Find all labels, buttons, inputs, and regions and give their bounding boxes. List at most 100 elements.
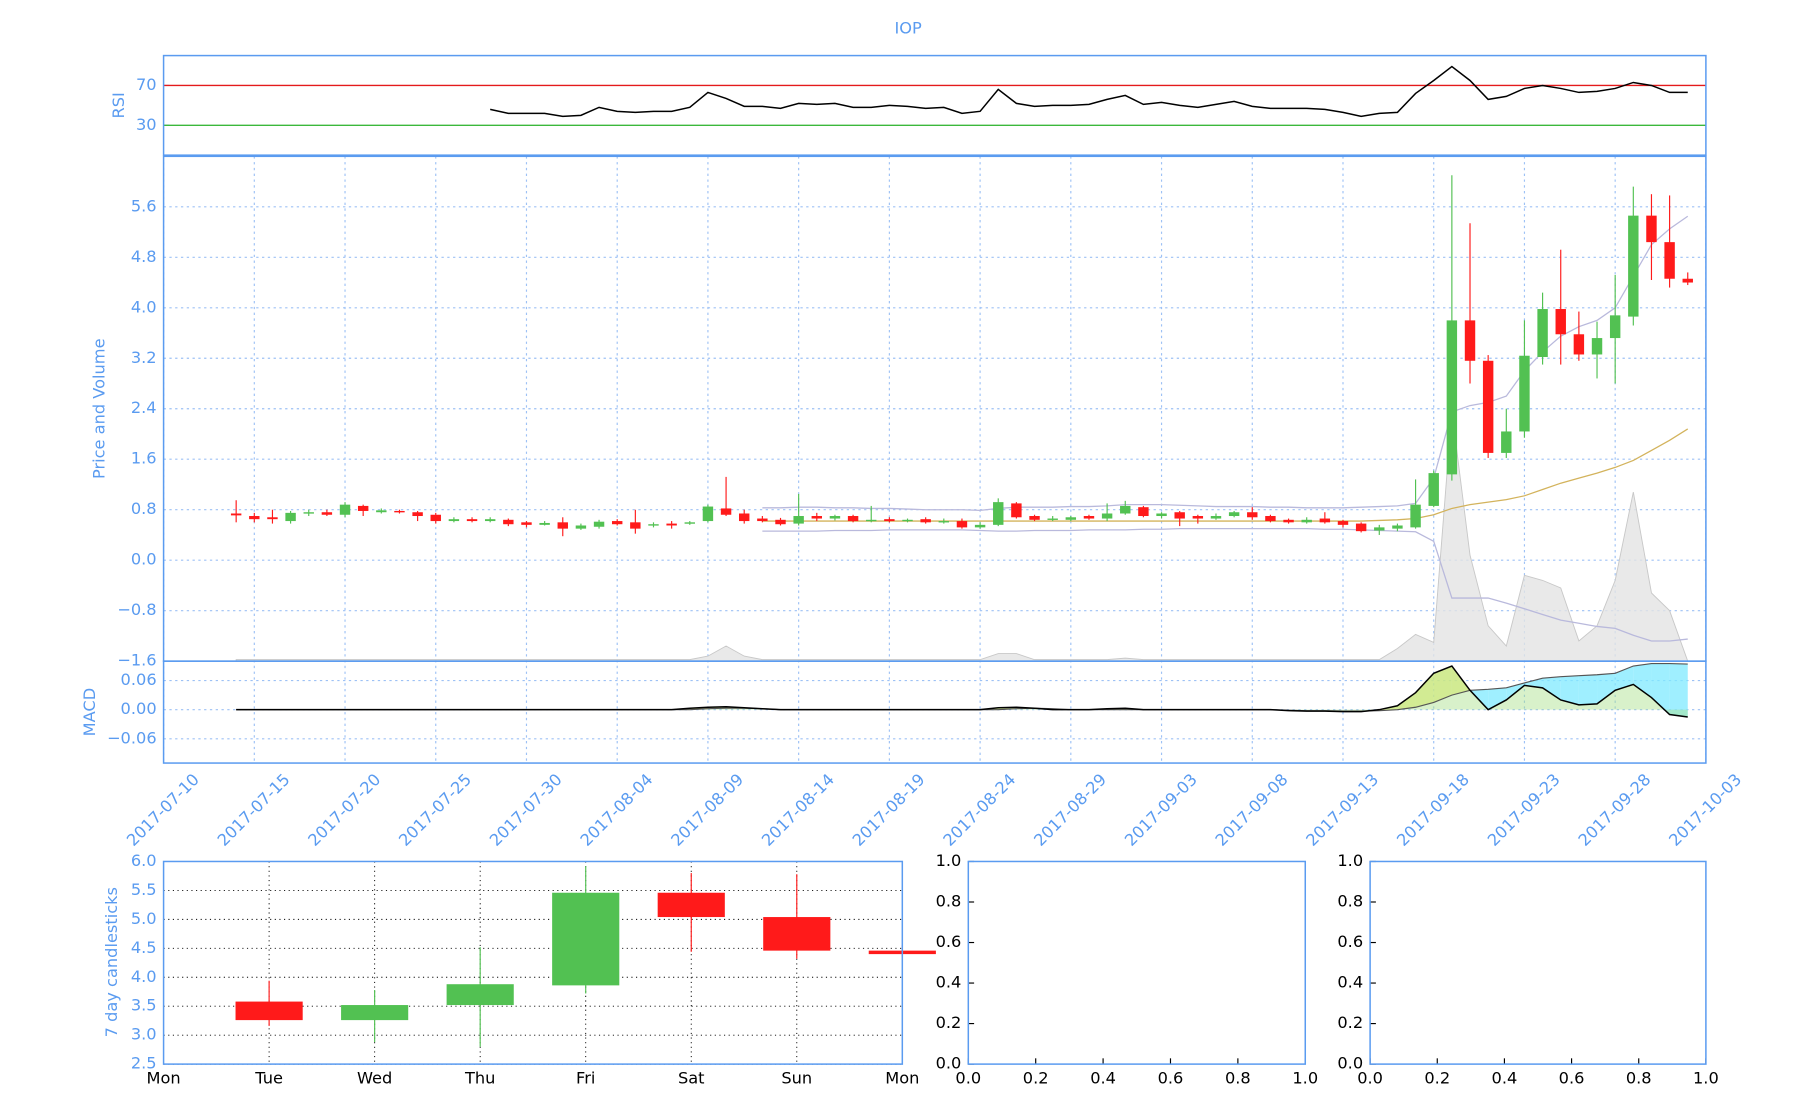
x-tick-label: 0.4	[1090, 1069, 1116, 1088]
candle-body	[829, 516, 841, 519]
candle-body	[739, 513, 750, 522]
x-tick-label: 2017-09-23	[1484, 770, 1564, 850]
candle-body	[1682, 278, 1693, 283]
y-tick-label: 0.2	[936, 1013, 962, 1032]
candle-body	[1247, 512, 1258, 518]
candle-body	[503, 519, 514, 525]
y-tick-label: 2.5	[131, 1054, 157, 1073]
y-tick-label: 0.0	[1337, 1054, 1363, 1073]
y-tick-label: 1.0	[1337, 851, 1363, 870]
y-tick-label: 1.0	[936, 851, 962, 870]
y-tick-label: 3.0	[131, 1025, 157, 1044]
candle-body	[1301, 519, 1312, 523]
candle-body	[1482, 360, 1494, 453]
x-tick-label: 2017-08-29	[1030, 770, 1110, 850]
candle-body	[1156, 513, 1167, 517]
candle-body	[1501, 431, 1512, 453]
x-tick-label: 0.2	[1023, 1069, 1049, 1088]
candle-body	[552, 892, 620, 986]
macd-fill	[1542, 676, 1561, 700]
y-tick-label: 70	[136, 75, 157, 94]
candle-body	[1192, 516, 1204, 519]
y-tick-label: 5.6	[131, 196, 157, 215]
candle-body	[1319, 518, 1331, 523]
candle-body	[376, 510, 387, 513]
candle-body	[1355, 523, 1367, 532]
candle-body	[1065, 517, 1077, 520]
candle-body	[303, 512, 314, 514]
y-tick-label: 0.8	[936, 892, 962, 911]
candle-body	[1337, 521, 1349, 525]
x-tick-label: 2017-07-30	[486, 770, 566, 850]
candle-body	[720, 508, 732, 515]
candle-body	[1537, 309, 1548, 357]
axes-frame	[162, 660, 1707, 764]
x-tick-label: Fri	[576, 1069, 595, 1088]
weekly-axis-label: 7 day candlesticks	[102, 887, 121, 1037]
x-tick-label: 2017-09-13	[1302, 770, 1382, 850]
macd-fill	[1560, 675, 1579, 705]
x-tick-label: 2017-09-03	[1121, 770, 1201, 850]
candle-body	[557, 522, 568, 529]
candle-body	[847, 516, 859, 522]
x-tick-label: 2017-07-10	[123, 770, 203, 850]
candle-body	[539, 522, 550, 525]
y-tick-label: 4.5	[131, 938, 157, 957]
candle-body	[1628, 215, 1639, 317]
macd-fill	[1633, 663, 1652, 698]
candle-body	[657, 892, 725, 918]
candle-body	[593, 521, 605, 527]
candle-body	[1120, 505, 1131, 514]
candle-body	[1392, 525, 1403, 529]
candle-body	[763, 917, 831, 951]
candle-body	[757, 518, 768, 522]
candle-body	[1283, 519, 1294, 523]
candle-body	[993, 502, 1004, 525]
candle-body	[920, 519, 931, 523]
macd-axis-label: MACD	[80, 688, 99, 737]
x-tick-label: 0.0	[955, 1069, 981, 1088]
indicator-line	[762, 428, 1689, 522]
candle-body	[956, 521, 968, 528]
macd-line	[236, 665, 1688, 718]
x-tick-label: 2017-09-18	[1393, 770, 1473, 850]
candle-body	[811, 516, 823, 519]
candle-body	[1265, 516, 1276, 522]
y-tick-label: 0.6	[936, 932, 962, 951]
candle-body	[1011, 503, 1022, 518]
macd-fill	[1597, 673, 1616, 704]
candle-body	[575, 525, 587, 529]
y-tick-label: 6.0	[131, 851, 157, 870]
candle-body	[1210, 516, 1222, 519]
x-tick-label: 2017-08-24	[939, 770, 1019, 850]
candle-body	[630, 522, 641, 529]
y-tick-label: 0.2	[1337, 1013, 1363, 1032]
axes-frame	[967, 860, 1307, 1065]
candle-body	[448, 519, 460, 522]
price-axis-label: Price and Volume	[89, 338, 108, 479]
x-tick-label: 2017-07-25	[395, 770, 475, 850]
y-tick-label: 0.0	[936, 1054, 962, 1073]
y-tick-label: 4.8	[131, 247, 157, 266]
x-tick-label: Tue	[254, 1069, 283, 1088]
x-tick-label: 2017-10-03	[1665, 770, 1745, 850]
candle-body	[866, 519, 877, 522]
candle-body	[484, 519, 496, 522]
rsi-axis-label: RSI	[109, 92, 128, 118]
y-tick-label: 0.4	[936, 973, 962, 992]
y-tick-label: 0.06	[121, 670, 157, 689]
candle-body	[230, 513, 242, 516]
x-tick-label: 0.6	[1158, 1069, 1184, 1088]
candle-body	[974, 524, 986, 528]
y-tick-label: −1.6	[117, 651, 156, 670]
y-tick-label: 0.0	[131, 550, 157, 569]
candle-body	[339, 504, 351, 515]
y-tick-label: 0.00	[121, 699, 157, 718]
macd-fill	[1397, 692, 1416, 710]
y-tick-label: −0.06	[107, 728, 157, 747]
x-tick-label: 2017-07-15	[214, 770, 294, 850]
x-tick-label: 2017-09-28	[1574, 770, 1654, 850]
candle-body	[341, 1005, 409, 1021]
candle-body	[1083, 516, 1095, 519]
